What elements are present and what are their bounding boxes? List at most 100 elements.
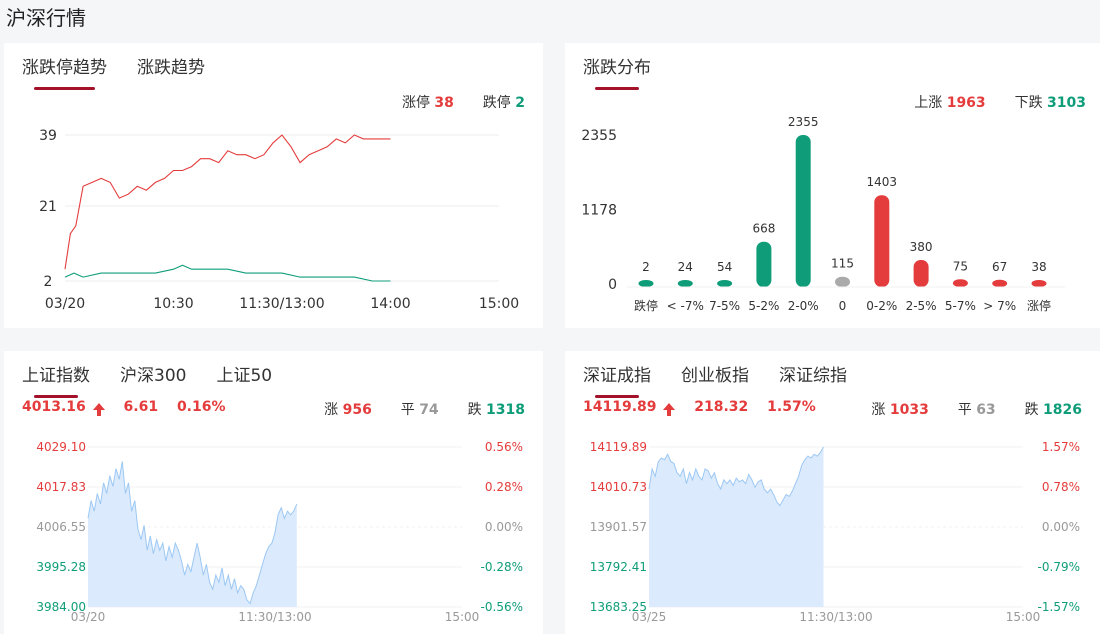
bar-value-label: 115 xyxy=(831,257,854,271)
y-left-tick-label: 13683.25 xyxy=(590,600,647,614)
series-line-limit-down xyxy=(64,264,391,282)
dist-card-tabs: 涨跌分布 xyxy=(583,53,681,90)
sz-pct: 1.57% xyxy=(767,399,816,415)
sh-card-tabs: 上证指数 沪深300 上证50 xyxy=(22,361,302,398)
rise-value: 1963 xyxy=(946,95,986,111)
x-tick-label: 15:00 xyxy=(445,610,480,624)
bar-value-label: 2 xyxy=(642,260,650,274)
tab-sz-composite[interactable]: 深证综指 xyxy=(779,366,847,386)
y-right-tick-label: -0.79% xyxy=(1038,560,1080,574)
rise-label: 上涨 xyxy=(914,95,943,111)
bar xyxy=(795,135,811,287)
sz-up-value: 1033 xyxy=(889,402,929,418)
bar xyxy=(677,280,693,287)
y-right-tick-label: -1.57% xyxy=(1038,600,1080,614)
sh-index-card: 上证指数 沪深300 上证50 4013.16 6.61 0.16% 涨 956… xyxy=(4,351,543,634)
x-tick-label: 11:30/13:00 xyxy=(799,610,872,624)
category-label: 涨停 xyxy=(1027,298,1051,313)
sh-change: 6.61 xyxy=(123,399,159,415)
limit-down-value: 2 xyxy=(515,95,525,111)
sh-pct: 0.16% xyxy=(176,399,226,415)
sh-flat-label: 平 xyxy=(400,402,415,418)
category-label: > 7% xyxy=(983,299,1016,313)
page-title: 沪深行情 xyxy=(6,6,86,30)
price-line xyxy=(87,461,298,605)
sz-flat-value: 63 xyxy=(976,402,996,418)
category-label: 跌停 xyxy=(634,298,658,313)
y-right-tick-label: -0.56% xyxy=(481,600,523,614)
sz-flat-label: 平 xyxy=(957,402,972,418)
x-tick-label: 03/20 xyxy=(71,610,106,624)
sz-change: 218.32 xyxy=(694,399,749,415)
sh-breadth: 涨 956 平 74 跌 1318 xyxy=(324,399,525,419)
limit-counts: 涨停 38 跌停 2 xyxy=(402,92,525,112)
x-tick-label: 11:30/13:00 xyxy=(239,296,324,312)
x-tick-label: 11:30/13:00 xyxy=(238,610,311,624)
y-left-tick-label: 4029.10 xyxy=(36,440,86,454)
sh-down-label: 跌 xyxy=(467,402,482,418)
tab-sh-composite[interactable]: 上证指数 xyxy=(22,361,90,398)
bar-value-label: 380 xyxy=(910,240,933,254)
bar xyxy=(952,279,968,287)
bar xyxy=(756,241,772,287)
x-tick-label: 15:00 xyxy=(479,296,519,312)
tab-sz-component[interactable]: 深证成指 xyxy=(583,361,651,398)
price-area xyxy=(649,447,824,607)
y-tick-label: 21 xyxy=(39,199,57,215)
category-label: 7-5% xyxy=(709,299,740,313)
category-label: 0-2% xyxy=(866,299,897,313)
tab-limit-trend[interactable]: 涨跌停趋势 xyxy=(22,53,107,90)
y-right-tick-label: 1.57% xyxy=(1042,440,1080,454)
sh-up-label: 涨 xyxy=(324,402,339,418)
sz-down-value: 1826 xyxy=(1043,402,1082,418)
bar-value-label: 54 xyxy=(717,260,732,274)
bar xyxy=(835,276,850,287)
up-arrow-icon xyxy=(92,403,105,416)
y-left-tick-label: 3984.00 xyxy=(36,600,86,614)
distribution-chart: 2355 1178 0 2 跌停 24 < -7% 54 7-5% 668 5-2% 2355 2-0%… xyxy=(581,115,1065,313)
bar-value-label: 2355 xyxy=(788,115,819,129)
bar-value-label: 24 xyxy=(678,260,693,274)
y-left-tick-label: 14010.73 xyxy=(590,480,647,494)
tab-distribution[interactable]: 涨跌分布 xyxy=(583,53,651,90)
bar xyxy=(638,280,654,287)
tab-sse50[interactable]: 上证50 xyxy=(216,366,273,386)
sz-quote-row: 14119.89 218.32 1.57% 涨 1033 平 63 跌 1826 xyxy=(583,399,1082,418)
sz-index-chart: 14119.89 1.57% 14010.73 0.78% 13901.57 0.00% 1… xyxy=(590,440,1080,624)
category-label: 0 xyxy=(839,299,847,313)
series-line-limit-up xyxy=(64,134,391,270)
y-left-tick-label: 14119.89 xyxy=(590,440,647,454)
y-right-tick-label: 0.78% xyxy=(1042,480,1080,494)
y-right-tick-label: 0.00% xyxy=(1042,520,1080,534)
tab-chinext[interactable]: 创业板指 xyxy=(681,366,749,386)
limit-trend-card: 涨跌停趋势 涨跌趋势 涨停 38 跌停 2 39 21 2 03/20 10:30 11:… xyxy=(4,43,543,328)
fall-label: 下跌 xyxy=(1014,95,1043,111)
limit-card-tabs: 涨跌停趋势 涨跌趋势 xyxy=(22,53,235,90)
distribution-card: 涨跌分布 上涨 1963 下跌 3103 2355 1178 0 2 跌停 24 < -7%… xyxy=(565,43,1100,328)
tab-csi300[interactable]: 沪深300 xyxy=(120,366,187,386)
bar-value-label: 38 xyxy=(1031,260,1046,274)
limit-up-value: 38 xyxy=(434,95,454,111)
category-label: < -7% xyxy=(667,299,704,313)
limit-trend-chart: 39 21 2 03/20 10:30 11:30/13:00 14:00 15:00 xyxy=(39,128,519,312)
sz-index-card: 深证成指 创业板指 深证综指 14119.89 218.32 1.57% 涨 1… xyxy=(565,351,1100,634)
sh-flat-value: 74 xyxy=(419,402,439,418)
rise-fall-counts: 上涨 1963 下跌 3103 xyxy=(914,92,1086,112)
bar xyxy=(1031,280,1047,287)
y-tick-label: 2 xyxy=(44,274,53,290)
x-tick-label: 14:00 xyxy=(370,296,410,312)
y-left-tick-label: 4017.83 xyxy=(36,480,86,494)
sh-price: 4013.16 xyxy=(22,399,86,415)
sh-quote-row: 4013.16 6.61 0.16% 涨 956 平 74 跌 1318 xyxy=(22,399,525,418)
up-arrow-icon xyxy=(663,403,676,416)
y-tick-label: 0 xyxy=(608,277,617,293)
bar xyxy=(913,259,929,287)
y-tick-label: 2355 xyxy=(581,128,617,144)
tab-rise-fall-trend[interactable]: 涨跌趋势 xyxy=(137,58,205,78)
y-left-tick-label: 13792.41 xyxy=(590,560,647,574)
bar xyxy=(992,279,1008,287)
limit-down-label: 跌停 xyxy=(482,95,511,111)
bar-value-label: 1403 xyxy=(867,175,898,189)
sz-breadth: 涨 1033 平 63 跌 1826 xyxy=(871,399,1082,419)
price-area xyxy=(88,461,297,607)
